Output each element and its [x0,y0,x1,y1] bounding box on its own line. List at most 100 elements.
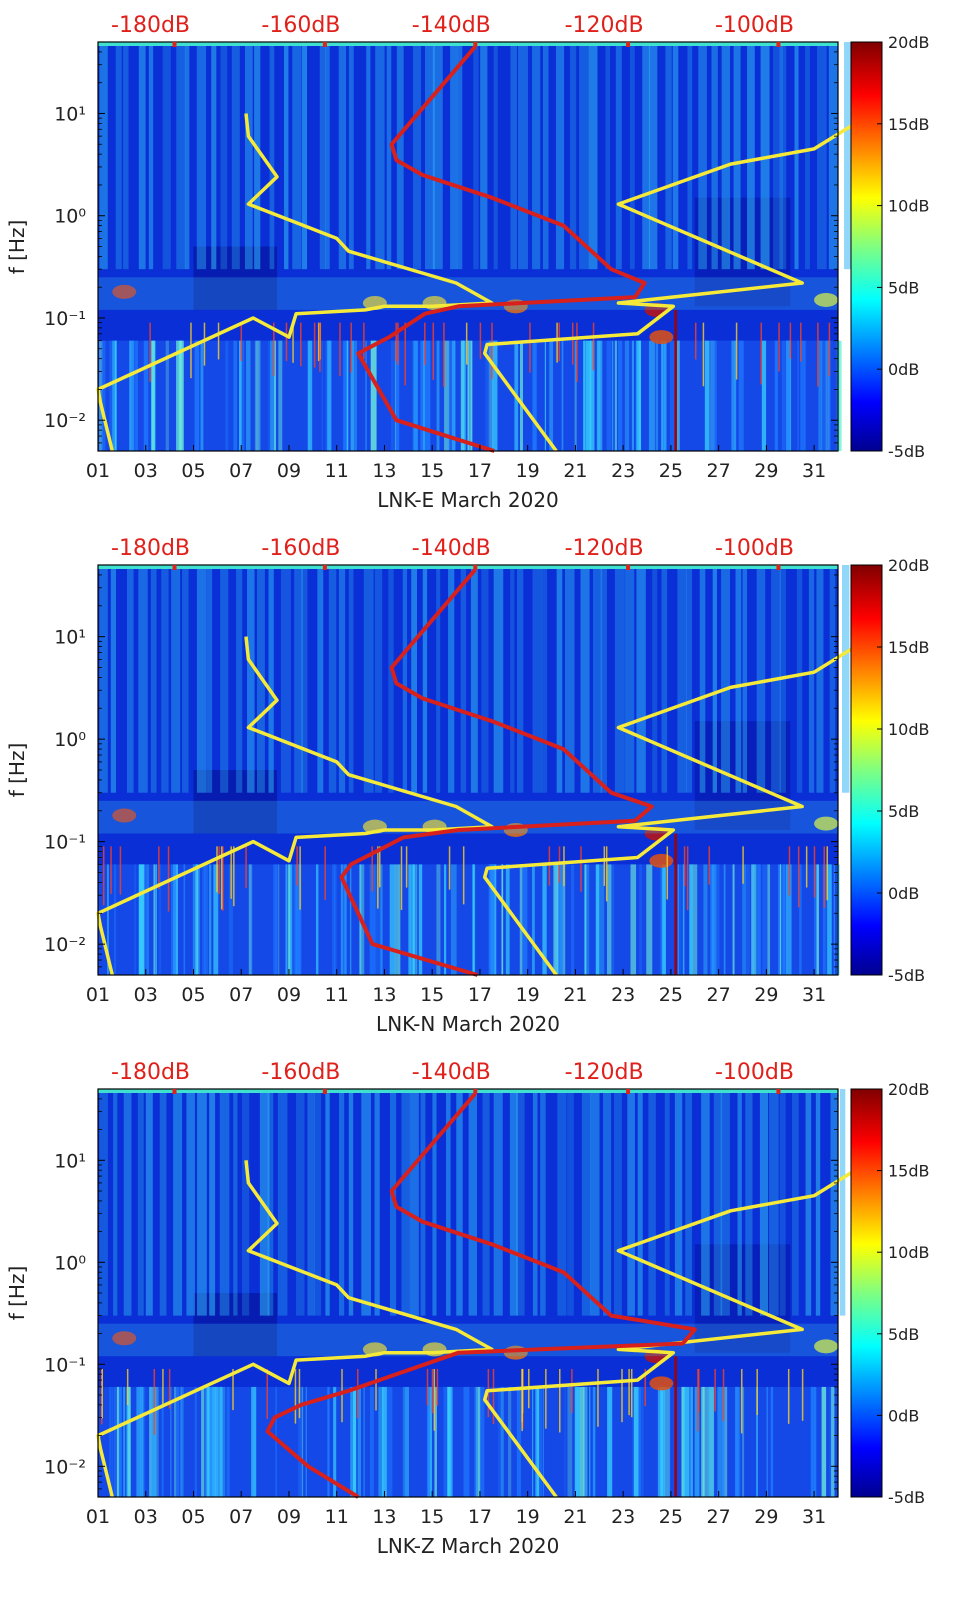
low-band-stripe [212,1386,217,1497]
low-band-stripe [101,340,106,451]
x-tick-label: 07 [229,460,253,482]
noise-stripe [456,1089,463,1316]
noise-stripe [518,42,528,270]
noise-stripe [244,42,253,270]
low-band-stripe [690,1386,693,1497]
colorbar-label: 20dB [888,33,930,52]
x-tick-label: 31 [802,460,826,482]
x-axis-label: LNK-E March 2020 [377,488,559,512]
microseism-blob [649,330,674,345]
low-band-stripe [584,864,587,975]
x-axis-label: LNK-Z March 2020 [377,1534,560,1558]
noise-stripe [375,42,385,270]
low-band-stripe [598,864,605,975]
low-band-stripe [742,864,747,975]
low-band-stripe [723,864,726,975]
noise-stripe [737,1089,742,1316]
low-band-stripe [589,1386,591,1497]
low-band-stripe [593,1386,596,1497]
low-band-stripe [370,340,377,451]
low-band-stripe [334,864,337,975]
noise-stripe [388,565,394,793]
microseism-blob [649,853,674,868]
low-band-stripe [233,340,238,451]
noise-stripe [446,1089,451,1316]
noise-stripe [664,1089,670,1316]
top-db-scale-label: -160dB [261,1060,340,1085]
low-band-stripe [664,340,667,451]
low-band-stripe [143,864,147,975]
low-band-stripe [485,340,490,451]
low-band-stripe [811,1386,817,1497]
noise-stripe [510,42,517,270]
noise-stripe [613,1089,622,1316]
low-band-stripe [436,340,440,451]
x-tick-label: 29 [754,984,778,1006]
low-band-stripe [681,1386,685,1497]
low-band-stripe [500,1386,504,1497]
low-band-stripe [799,864,802,975]
noise-stripe [712,565,717,793]
noise-stripe [123,1089,132,1316]
low-band-stripe [405,1386,410,1497]
low-band-stripe [797,340,799,451]
low-band-stripe [333,1386,337,1497]
low-band-stripe [636,340,641,451]
low-band-stripe [800,340,806,451]
low-band-stripe [463,1386,470,1497]
low-band-stripe [492,340,498,451]
low-band-stripe [780,864,786,975]
low-band-stripe [704,340,710,451]
low-band-stripe [624,340,630,451]
x-tick-label: 23 [611,984,635,1006]
microseism-blob [112,284,137,299]
low-band-stripe [646,864,653,975]
y-tick-label: 10¹ [54,627,86,649]
low-band-stripe [444,864,447,975]
low-band-stripe [447,1386,451,1497]
low-band-stripe [194,340,200,451]
y-tick-label: 10¹ [54,1150,86,1172]
low-band-stripe [343,340,349,451]
colorbar-label: 20dB [888,1080,930,1099]
low-band-stripe [756,1386,758,1497]
colorbar-label: 0dB [888,360,919,379]
low-band-stripe [746,864,750,975]
x-tick-label: 27 [707,460,731,482]
noise-stripe [396,42,404,270]
top-db-scale-label: -120dB [565,1060,644,1085]
noise-stripe [600,565,607,793]
low-band-stripe [315,864,319,975]
colorbar-label: 10dB [888,1243,930,1262]
colorbar [850,41,883,452]
microseism-blob [814,292,839,307]
low-band-stripe [474,1386,478,1497]
low-frequency-band [98,864,838,975]
low-band-stripe [143,340,149,451]
top-db-scale-label: -180dB [111,1060,190,1085]
low-band-stripe [216,1386,223,1497]
low-band-stripe [412,864,416,975]
low-band-stripe [448,340,451,451]
low-band-stripe [248,864,253,975]
x-tick-label: 31 [802,984,826,1006]
y-axis-label: f [Hz] [5,743,29,798]
low-band-stripe [370,1386,374,1497]
low-band-stripe [635,340,638,451]
low-band-stripe [355,340,357,451]
low-band-stripe [498,1386,500,1497]
low-band-stripe [150,1386,157,1497]
low-band-stripe [179,340,184,451]
x-tick-label: 23 [611,460,635,482]
low-band-stripe [275,1386,277,1497]
low-band-stripe [251,1386,257,1497]
noise-stripe [411,565,417,793]
low-band-stripe [777,864,780,975]
low-band-stripe [460,340,465,451]
low-band-stripe [149,1386,152,1497]
noise-stripe [569,42,577,270]
noise-stripe [532,42,541,270]
noise-stripe [721,565,730,793]
x-tick-label: 05 [181,1506,205,1528]
